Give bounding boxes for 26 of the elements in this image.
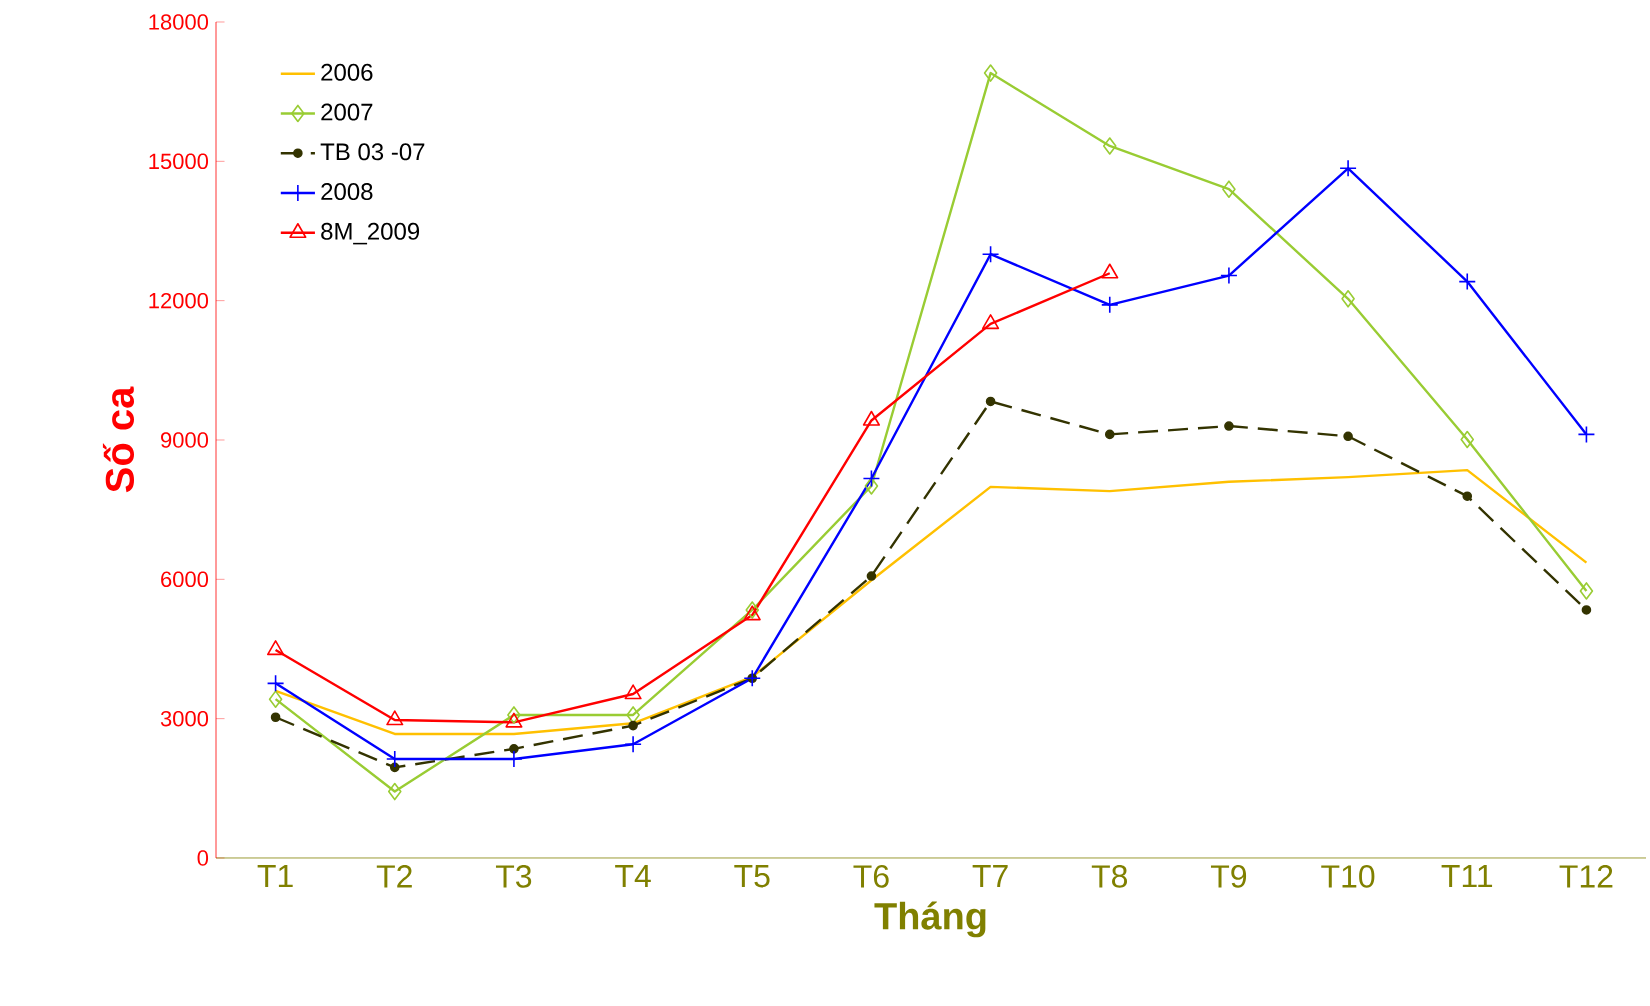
legend-label: 2006 [321, 63, 373, 81]
y-tick-label: 3000 [160, 710, 209, 727]
x-tick-label: T8 [1091, 865, 1128, 888]
x-tick-label: T4 [615, 865, 651, 888]
y-tick-label: 6000 [161, 571, 209, 588]
x-tick-label: T3 [495, 865, 532, 888]
legend-label: 2008 [321, 183, 373, 201]
x-axis-title: Tháng [874, 901, 986, 938]
y-axis-title: Số ca [102, 386, 135, 493]
x-tick-label: T12 [1559, 865, 1613, 888]
x-tick-label: T7 [972, 865, 1008, 888]
x-tick-label: T9 [1210, 865, 1247, 888]
y-tick-label: 0 [197, 850, 209, 866]
x-tick-label: T11 [1441, 865, 1493, 888]
y-tick-label: 9000 [161, 432, 209, 448]
x-tick-label: T6 [853, 865, 889, 888]
legend-label: TB 03 -07 [320, 143, 425, 161]
legend-label: 2007 [321, 103, 373, 121]
x-tick-label: T2 [376, 865, 412, 888]
legend-label: 8M_2009 [321, 222, 420, 245]
x-tick-label: T5 [734, 865, 770, 888]
y-tick-label: 15000 [149, 153, 209, 170]
y-tick-label: 18000 [149, 14, 209, 30]
x-tick-label: T10 [1321, 865, 1375, 888]
y-tick-label: 12000 [149, 292, 209, 309]
x-tick-label: T1 [257, 865, 293, 888]
